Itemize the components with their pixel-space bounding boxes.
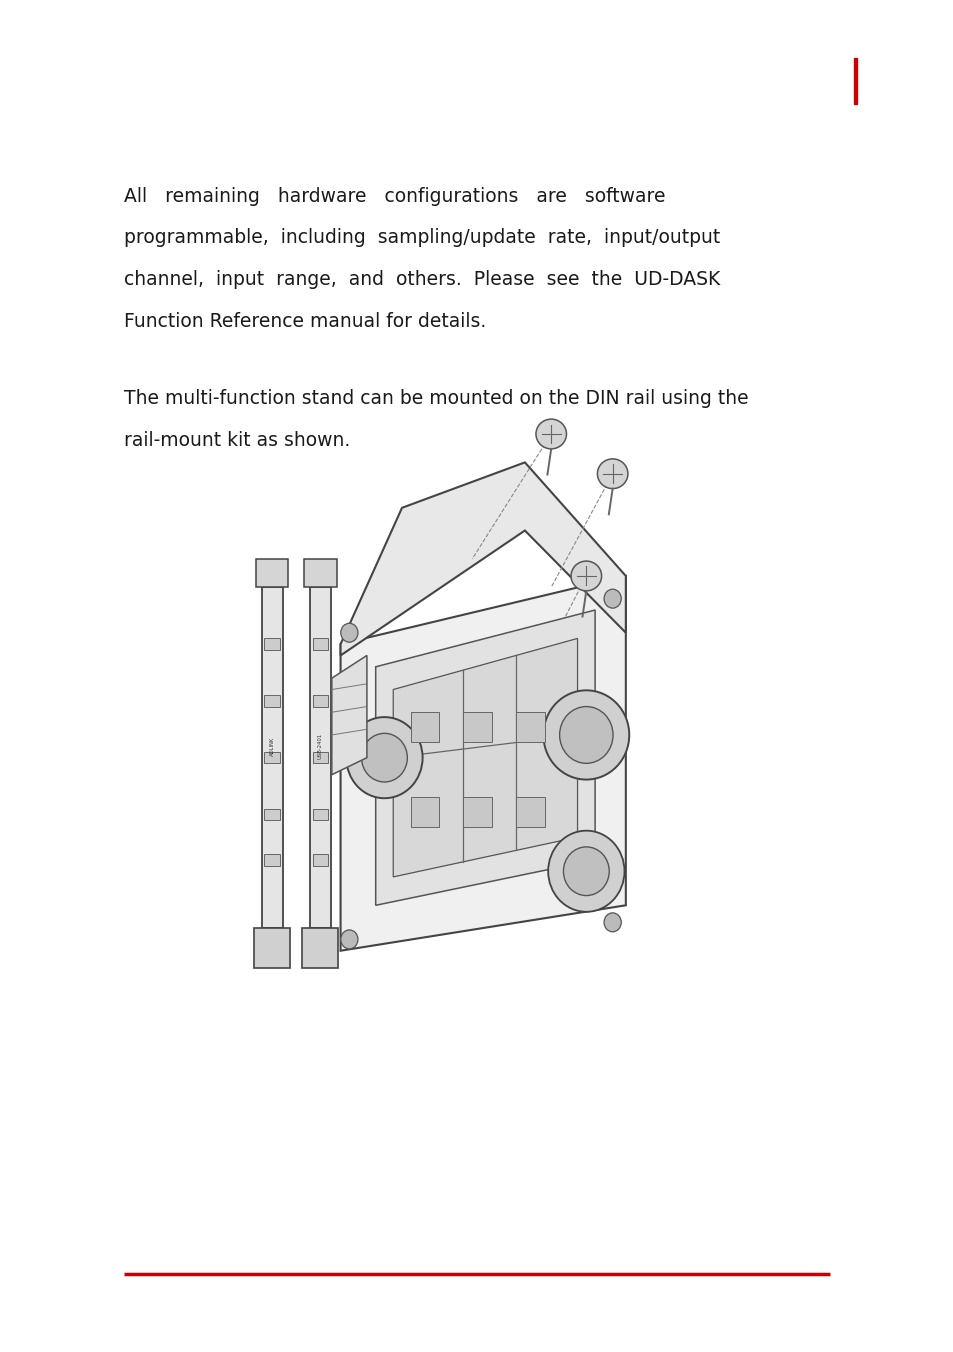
Polygon shape xyxy=(313,638,328,650)
Polygon shape xyxy=(313,695,328,707)
Text: USB-2401: USB-2401 xyxy=(317,733,322,760)
Polygon shape xyxy=(516,713,544,742)
Text: All   remaining   hardware   configurations   are   software: All remaining hardware configurations ar… xyxy=(124,187,665,206)
Bar xyxy=(853,58,856,104)
Ellipse shape xyxy=(548,830,624,911)
Text: channel,  input  range,  and  others.  Please  see  the  UD-DASK: channel, input range, and others. Please… xyxy=(124,270,720,289)
Polygon shape xyxy=(411,713,439,742)
Text: ADLINK: ADLINK xyxy=(270,737,274,756)
Polygon shape xyxy=(310,587,331,927)
Polygon shape xyxy=(264,808,279,821)
Polygon shape xyxy=(313,854,328,865)
Ellipse shape xyxy=(346,717,422,798)
Polygon shape xyxy=(463,798,492,827)
Text: programmable,  including  sampling/update  rate,  input/output: programmable, including sampling/update … xyxy=(124,228,720,247)
Polygon shape xyxy=(264,752,279,764)
Polygon shape xyxy=(264,854,279,865)
Ellipse shape xyxy=(603,589,620,608)
Text: rail-mount kit as shown.: rail-mount kit as shown. xyxy=(124,431,350,450)
Polygon shape xyxy=(393,638,577,877)
Ellipse shape xyxy=(361,733,407,781)
Polygon shape xyxy=(375,610,595,906)
Polygon shape xyxy=(255,558,288,587)
Polygon shape xyxy=(340,576,625,950)
Polygon shape xyxy=(313,808,328,821)
Ellipse shape xyxy=(536,419,566,449)
Ellipse shape xyxy=(597,458,627,488)
Text: Function Reference manual for details.: Function Reference manual for details. xyxy=(124,312,486,331)
Polygon shape xyxy=(261,587,282,927)
Polygon shape xyxy=(463,713,492,742)
Ellipse shape xyxy=(559,707,613,764)
Polygon shape xyxy=(332,656,367,775)
Polygon shape xyxy=(516,798,544,827)
Ellipse shape xyxy=(571,561,601,591)
Polygon shape xyxy=(264,638,279,650)
Ellipse shape xyxy=(340,623,357,642)
Polygon shape xyxy=(340,462,625,656)
Ellipse shape xyxy=(543,691,629,780)
Ellipse shape xyxy=(603,913,620,932)
Polygon shape xyxy=(253,927,290,968)
Ellipse shape xyxy=(563,846,609,895)
Polygon shape xyxy=(304,558,336,587)
Polygon shape xyxy=(264,695,279,707)
Polygon shape xyxy=(302,927,338,968)
Text: The multi-function stand can be mounted on the DIN rail using the: The multi-function stand can be mounted … xyxy=(124,389,748,408)
Ellipse shape xyxy=(340,930,357,949)
Polygon shape xyxy=(411,798,439,827)
Polygon shape xyxy=(313,752,328,764)
